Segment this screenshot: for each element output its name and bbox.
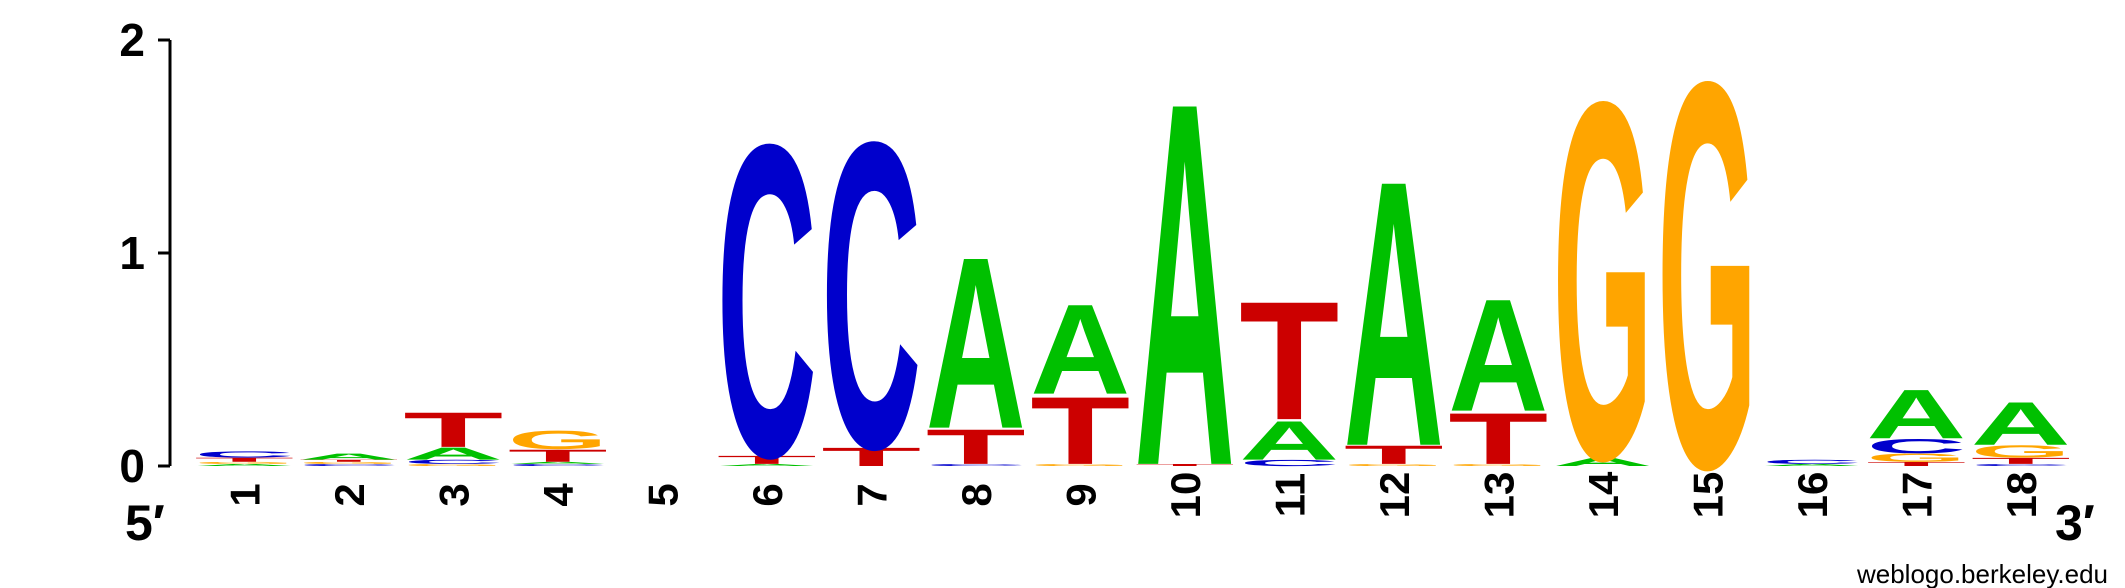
- y-tick-label-2: 2: [119, 14, 145, 66]
- glyph-C: C: [821, 50, 921, 539]
- y-tick-label-1: 1: [119, 227, 145, 279]
- position-label: 14: [1580, 471, 1627, 518]
- position-label: 13: [1475, 472, 1522, 519]
- glyph-C: C: [1762, 459, 1862, 466]
- position-label: 8: [953, 483, 1000, 506]
- credit-text: weblogo.berkeley.edu: [1856, 559, 2108, 588]
- position-label: 9: [1057, 483, 1104, 506]
- position-label: 12: [1371, 472, 1418, 519]
- position-label: 17: [1893, 472, 1940, 519]
- glyph-A: A: [1971, 389, 2071, 458]
- glyph-T: T: [403, 402, 503, 457]
- glyph-A: A: [299, 452, 399, 462]
- position-label: 6: [744, 483, 791, 506]
- position-label: 16: [1789, 472, 1836, 519]
- glyph-A: A: [1866, 376, 1966, 454]
- five-prime-label: 5′: [125, 495, 165, 551]
- position-label: 4: [535, 483, 582, 507]
- position-label: 7: [848, 483, 895, 506]
- glyph-C: C: [194, 450, 294, 460]
- position-label: 10: [1162, 472, 1209, 519]
- glyph-T: T: [1239, 267, 1339, 456]
- position-label: 11: [1266, 473, 1313, 517]
- position-label: 2: [326, 483, 373, 506]
- glyph-G: G: [508, 425, 608, 454]
- position-label: 5: [639, 483, 686, 506]
- glyph-A: A: [1344, 102, 1444, 526]
- glyph-A: A: [926, 207, 1026, 480]
- three-prime-label: 3′: [2055, 495, 2095, 551]
- y-axis: 0 1 2: [119, 14, 170, 492]
- position-label: 1: [221, 483, 268, 506]
- glyph-A: A: [1030, 278, 1130, 421]
- glyph-C: C: [717, 53, 817, 551]
- position-label: 3: [430, 483, 477, 506]
- glyph-A: A: [1448, 265, 1548, 445]
- y-tick-label-0: 0: [119, 440, 145, 492]
- position-label: 18: [1998, 472, 2045, 519]
- position-label: 15: [1684, 472, 1731, 519]
- position-labels: 1 2 3 4 5 6 7 8 9 10 11 12 13 14 15 16 17 18: [221, 471, 2045, 518]
